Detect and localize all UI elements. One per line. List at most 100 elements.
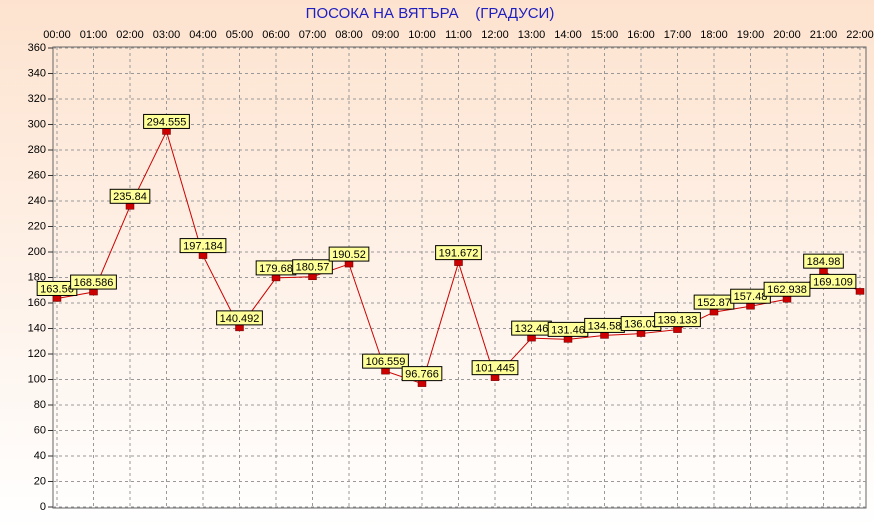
y-tick-label: 0 xyxy=(40,501,46,513)
data-label-box xyxy=(362,353,409,369)
data-label-box xyxy=(70,274,117,290)
data-label-box xyxy=(143,113,190,129)
data-point xyxy=(673,326,682,333)
y-tick-label: 40 xyxy=(34,450,46,462)
data-label-box xyxy=(809,273,857,289)
data-point xyxy=(52,295,62,302)
y-tick-label: 20 xyxy=(34,475,46,487)
data-label: 179.68 xyxy=(259,263,293,275)
data-label: 96.766 xyxy=(405,369,439,381)
data-label: 136.03 xyxy=(624,318,658,330)
data-point xyxy=(125,203,135,210)
data-label: 157.48 xyxy=(734,291,768,303)
x-tick-label: 17:00 xyxy=(664,29,692,41)
x-tick-label: 20:00 xyxy=(773,29,801,41)
x-tick-label: 16:00 xyxy=(627,29,655,41)
data-label-box xyxy=(401,366,443,382)
y-tick-label: 160 xyxy=(28,297,46,309)
data-point xyxy=(308,273,317,281)
x-tick-label: 12:00 xyxy=(481,29,509,41)
x-tick-label: 14:00 xyxy=(554,29,582,41)
data-point xyxy=(636,330,646,337)
x-tick-label: 22:00 xyxy=(846,29,874,41)
data-label-box xyxy=(179,238,227,254)
data-label-box xyxy=(109,188,151,204)
x-tick-label: 00:00 xyxy=(43,29,71,41)
x-tick-label: 10:00 xyxy=(408,29,436,41)
data-label: 139.133 xyxy=(658,315,698,327)
y-tick-label: 140 xyxy=(28,322,46,334)
data-point xyxy=(490,374,500,381)
y-tick-label: 120 xyxy=(28,348,46,360)
y-tick-label: 340 xyxy=(28,67,46,79)
data-label: 162.938 xyxy=(767,284,807,296)
x-tick-label: 05:00 xyxy=(226,29,254,41)
data-label: 132.46 xyxy=(515,323,549,335)
data-point xyxy=(782,296,792,303)
x-tick-label: 07:00 xyxy=(299,29,327,41)
x-tick-label: 19:00 xyxy=(737,29,765,41)
data-label: 191.672 xyxy=(439,248,479,260)
data-label: 134.58 xyxy=(588,320,622,332)
y-tick-label: 100 xyxy=(28,373,46,385)
x-tick-label: 06:00 xyxy=(262,29,290,41)
data-point xyxy=(563,336,573,343)
y-tick-label: 280 xyxy=(28,144,46,156)
data-point xyxy=(527,334,536,342)
x-tick-label: 15:00 xyxy=(591,29,619,41)
y-tick-label: 360 xyxy=(28,42,46,54)
y-tick-label: 60 xyxy=(34,424,46,436)
data-label-box xyxy=(471,360,519,376)
data-point xyxy=(271,274,281,282)
data-point xyxy=(600,332,609,339)
data-label: 180.57 xyxy=(296,262,330,274)
data-point xyxy=(417,380,427,387)
y-tick-label: 80 xyxy=(34,399,46,411)
data-label: 163.56 xyxy=(40,283,74,295)
y-tick-label: 300 xyxy=(28,118,46,130)
x-tick-label: 18:00 xyxy=(700,29,728,41)
data-label: 140.492 xyxy=(220,313,260,325)
data-label: 190.52 xyxy=(332,249,366,261)
data-point xyxy=(198,252,208,259)
data-point xyxy=(454,259,463,266)
data-point xyxy=(746,302,755,310)
data-label: 184.98 xyxy=(807,256,841,268)
y-tick-label: 320 xyxy=(28,93,46,105)
data-point xyxy=(855,288,865,295)
x-tick-label: 08:00 xyxy=(335,29,363,41)
data-label-box xyxy=(328,246,370,262)
data-label: 169.109 xyxy=(813,276,853,288)
x-tick-label: 03:00 xyxy=(153,29,181,41)
data-label-box xyxy=(763,281,811,297)
data-point xyxy=(235,324,244,332)
data-point xyxy=(709,308,719,316)
data-label: 197.184 xyxy=(183,240,223,252)
data-label: 235.84 xyxy=(113,191,147,203)
x-tick-label: 11:00 xyxy=(445,29,472,41)
y-tick-label: 220 xyxy=(28,220,46,232)
x-tick-label: 04:00 xyxy=(189,29,217,41)
data-label-box xyxy=(654,312,701,328)
data-label-box xyxy=(803,253,844,269)
x-tick-label: 21:00 xyxy=(810,29,838,41)
data-label: 131.46 xyxy=(551,324,585,336)
data-point xyxy=(162,128,171,135)
x-tick-label: 13:00 xyxy=(518,29,546,41)
y-tick-label: 180 xyxy=(28,271,46,283)
data-label: 294.555 xyxy=(147,116,187,128)
data-label-box xyxy=(435,245,482,261)
y-tick-label: 200 xyxy=(28,246,46,258)
y-tick-label: 240 xyxy=(28,195,46,207)
data-label-box xyxy=(292,259,333,275)
y-tick-label: 260 xyxy=(28,169,46,181)
data-label: 106.559 xyxy=(366,356,406,368)
x-tick-label: 09:00 xyxy=(372,29,400,41)
x-tick-label: 01:00 xyxy=(80,29,108,41)
chart-title: ПОСОКА НА ВЯТЪРА (ГРАДУСИ) xyxy=(306,5,555,22)
data-label: 152.87 xyxy=(697,297,731,309)
x-tick-label: 02:00 xyxy=(116,29,144,41)
data-point xyxy=(89,288,98,296)
